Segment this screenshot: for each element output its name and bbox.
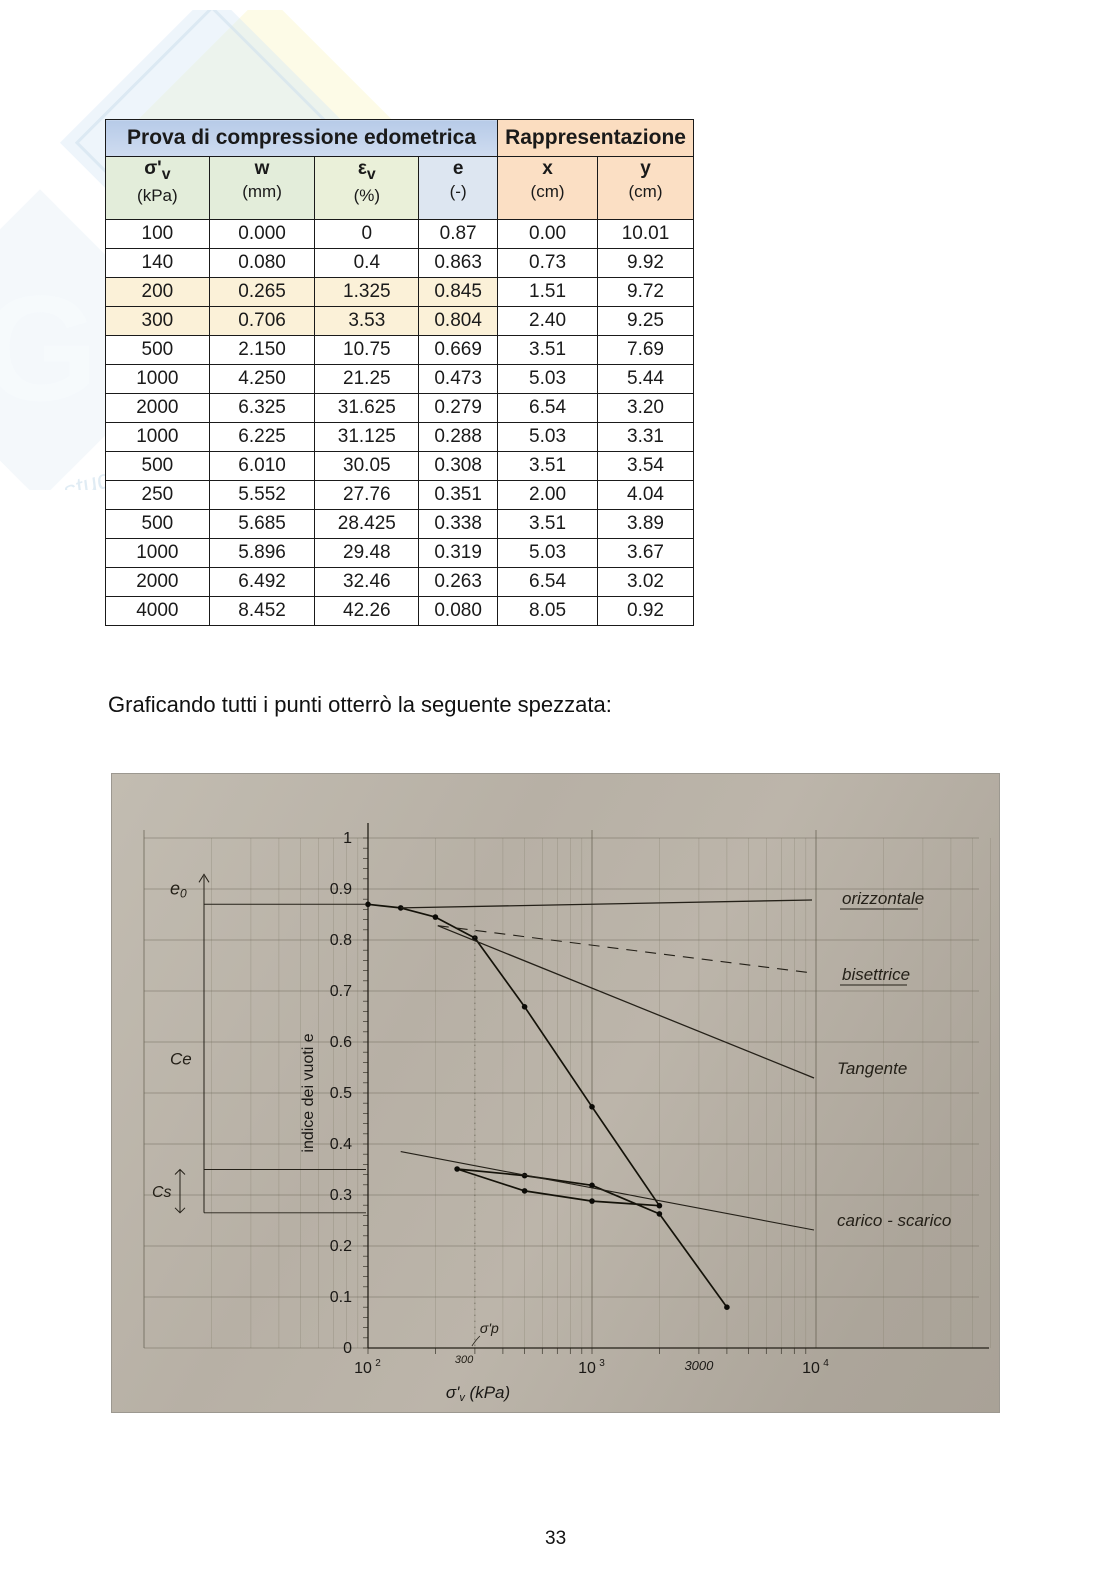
svg-text:e0: e0: [170, 878, 187, 900]
svg-text:3: 3: [599, 1358, 605, 1369]
svg-text:0.9: 0.9: [330, 881, 352, 898]
svg-text:bisettrice: bisettrice: [842, 965, 910, 984]
svg-text:0.4: 0.4: [330, 1136, 352, 1153]
svg-text:Ce: Ce: [170, 1050, 192, 1069]
svg-text:10: 10: [802, 1360, 820, 1377]
svg-text:σ'v (kPa): σ'v (kPa): [446, 1383, 510, 1404]
svg-text:0.2: 0.2: [330, 1238, 352, 1255]
svg-text:0.5: 0.5: [330, 1085, 352, 1102]
svg-text:4: 4: [823, 1358, 829, 1369]
svg-text:300: 300: [455, 1354, 474, 1366]
svg-text:0.7: 0.7: [330, 983, 352, 1000]
svg-text:1: 1: [343, 830, 352, 847]
svg-text:G: G: [0, 264, 98, 432]
svg-text:10: 10: [354, 1360, 372, 1377]
svg-text:Tangente: Tangente: [837, 1059, 907, 1078]
svg-text:orizzontale: orizzontale: [842, 889, 924, 908]
svg-text:2: 2: [375, 1358, 381, 1369]
svg-text:0.8: 0.8: [330, 932, 352, 949]
svg-text:0.3: 0.3: [330, 1187, 352, 1204]
svg-text:0.1: 0.1: [330, 1289, 352, 1306]
svg-text:3000: 3000: [684, 1358, 714, 1373]
svg-text:indice dei vuoti e: indice dei vuoti e: [300, 1033, 317, 1152]
svg-text:10: 10: [578, 1360, 596, 1377]
svg-text:0.6: 0.6: [330, 1034, 352, 1051]
svg-text:σ'p: σ'p: [480, 1320, 499, 1336]
svg-text:Cs: Cs: [152, 1184, 172, 1201]
svg-text:carico - scarico: carico - scarico: [837, 1211, 951, 1230]
svg-text:0: 0: [343, 1340, 352, 1357]
